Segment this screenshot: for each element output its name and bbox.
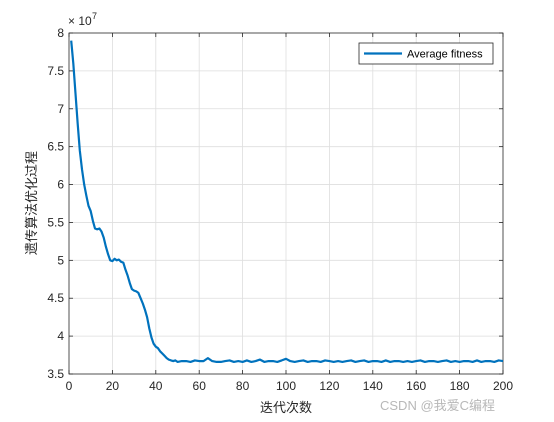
x-tick-label: 80 bbox=[236, 379, 250, 393]
y-tick-label: 8 bbox=[57, 26, 64, 40]
y-tick-label: 4 bbox=[57, 329, 64, 343]
x-tick-label: 140 bbox=[363, 379, 383, 393]
x-tick-label: 20 bbox=[106, 379, 120, 393]
y-tick-labels: 3.5 4 4.5 5 5.5 6 6.5 7 7.5 8 bbox=[47, 26, 64, 381]
x-tick-label: 0 bbox=[66, 379, 73, 393]
x-tick-label: 40 bbox=[149, 379, 163, 393]
x-tick-label: 120 bbox=[319, 379, 339, 393]
y-tick-label: 6 bbox=[57, 178, 64, 192]
y-tick-label: 4.5 bbox=[47, 291, 64, 305]
watermark-text: CSDN @我爱C编程 bbox=[380, 398, 495, 413]
x-tick-labels: 0 20 40 60 80 100 120 140 160 180 200 bbox=[66, 379, 514, 393]
legend: Average fitness bbox=[358, 42, 494, 65]
y-tick-label: 3.5 bbox=[47, 367, 64, 381]
y-exponent-prefix: × 10 bbox=[68, 14, 92, 28]
y-tick-label: 5 bbox=[57, 253, 64, 267]
y-tick-label: 6.5 bbox=[47, 140, 64, 154]
legend-box bbox=[358, 42, 494, 65]
x-tick-label: 160 bbox=[406, 379, 426, 393]
y-tick-label: 7.5 bbox=[47, 64, 64, 78]
y-exponent-power: 7 bbox=[92, 11, 97, 21]
legend-label-average-fitness: Average fitness bbox=[407, 49, 483, 61]
series-line-average-fitness bbox=[70, 40, 504, 363]
x-tick-label: 100 bbox=[276, 379, 296, 393]
y-tick-label: 5.5 bbox=[47, 215, 64, 229]
x-axis-label: 迭代次数 bbox=[260, 400, 312, 415]
grid bbox=[69, 33, 503, 374]
y-tick-label: 7 bbox=[57, 102, 64, 116]
y-axis-label: 遗传算法优化过程 bbox=[24, 151, 39, 255]
x-tick-label: 60 bbox=[193, 379, 207, 393]
x-tick-label: 180 bbox=[450, 379, 470, 393]
ticks bbox=[68, 32, 504, 375]
x-tick-label: 200 bbox=[493, 379, 513, 393]
